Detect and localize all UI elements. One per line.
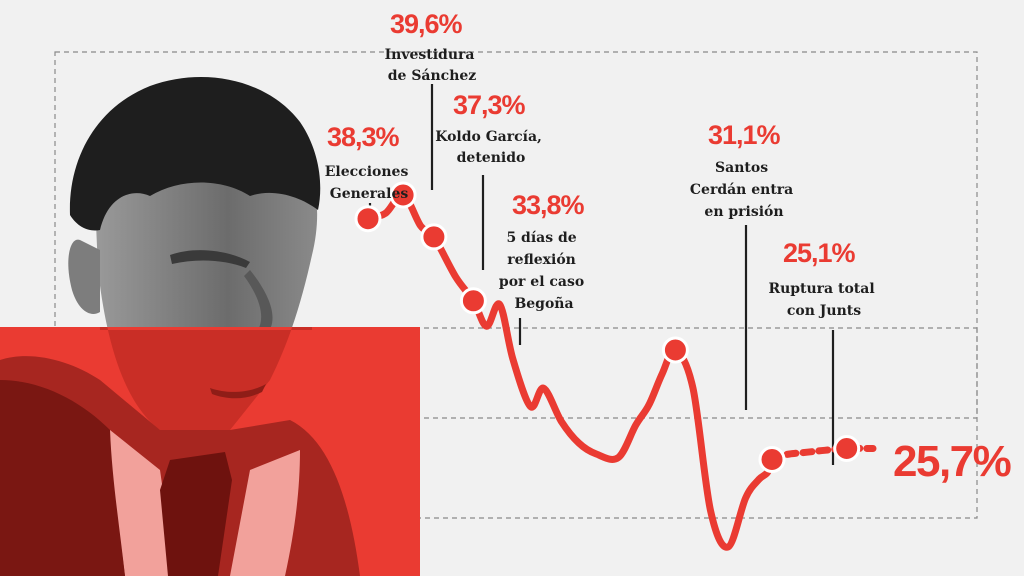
event-label-junts-line-1: Ruptura total (768, 281, 874, 297)
trend-line (364, 191, 776, 551)
value-label-koldo: 37,3% (453, 90, 526, 120)
event-label-cerdan: Santos Cerdán entra en prisión (690, 160, 798, 220)
event-label-investidura: Investidura de Sánchez (385, 47, 480, 84)
data-point-begona (459, 287, 487, 315)
event-label-elecciones-line-1: Elecciones (325, 164, 409, 180)
data-point-koldo (420, 223, 448, 251)
event-label-koldo-line-2: detenido (457, 150, 526, 166)
event-label-koldo: Koldo García, detenido (435, 129, 547, 166)
photo-face-lower (99, 327, 312, 430)
event-label-begona-line-1: 5 días de (506, 230, 576, 246)
photo-lapel (0, 380, 125, 576)
guide-frame-outer (54, 51, 978, 519)
value-label-investidura: 39,6% (390, 9, 463, 39)
photo-nose (244, 270, 273, 328)
event-label-elecciones-line-2: Generales (330, 186, 409, 202)
event-label-begona: 5 días de reflexión por el caso Begoña (499, 230, 589, 312)
event-label-cerdan-line-2: Cerdán entra (690, 182, 793, 198)
event-label-cerdan-line-1: Santos (715, 160, 768, 176)
photo-tie (160, 452, 232, 576)
event-label-begona-line-3: por el caso (499, 274, 584, 290)
leader-lines (368, 84, 835, 465)
data-point-junts (758, 446, 786, 473)
value-label-begona: 33,8% (512, 190, 585, 220)
photo-shirt-collar (110, 430, 300, 576)
value-label-latest: 25,7% (893, 437, 1011, 486)
event-label-junts-line-2: con Junts (787, 303, 861, 319)
data-point-latest (833, 435, 861, 462)
event-label-elecciones: Elecciones Generales (325, 164, 413, 202)
event-label-investidura-line-2: de Sánchez (388, 68, 477, 84)
event-label-begona-line-4: Begoña (514, 295, 573, 312)
data-point-cerdan (661, 336, 689, 364)
photo (0, 77, 420, 576)
photo-brow (170, 250, 250, 268)
event-label-koldo-line-1: Koldo García, (435, 129, 542, 145)
data-point-investidura (389, 181, 417, 209)
photo-hair (69, 77, 321, 231)
event-label-investidura-line-1: Investidura (385, 47, 475, 63)
event-label-cerdan-line-3: en prisión (704, 204, 783, 220)
photo-mouth (210, 384, 266, 399)
event-label-junts: Ruptura total con Junts (768, 281, 879, 319)
value-label-junts: 25,1% (783, 238, 856, 268)
event-label-begona-line-2: reflexión (507, 252, 576, 268)
value-label-elecciones: 38,3% (327, 122, 400, 152)
value-label-cerdan: 31,1% (708, 120, 781, 150)
data-point-elecciones (354, 205, 382, 233)
photo-ear (68, 239, 100, 314)
